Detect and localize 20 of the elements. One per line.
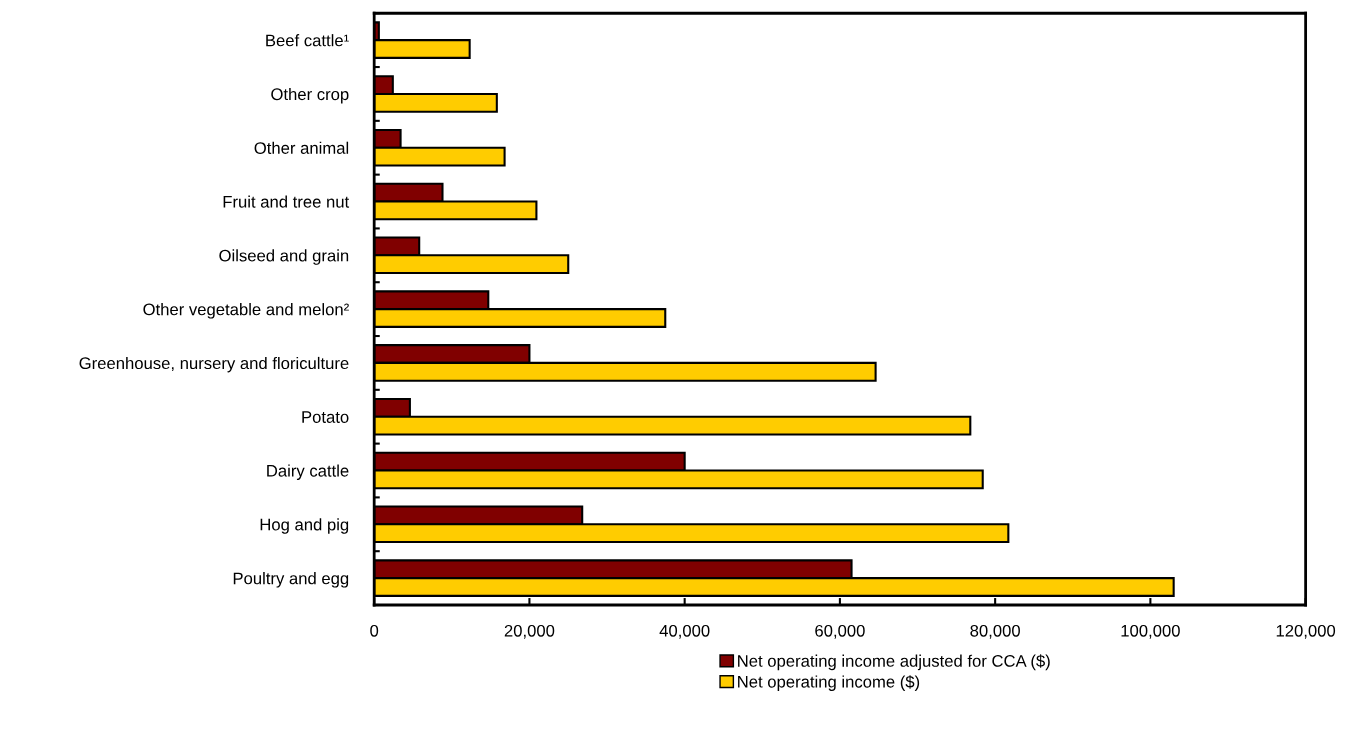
x-tick-label: 100,000 xyxy=(1121,624,1180,639)
y-tick-label: Other crop xyxy=(271,87,349,104)
y-tick-label: Other vegetable and melon² xyxy=(143,303,349,319)
y-tick-label: Other animal xyxy=(254,141,349,154)
y-tick-label: Fruit and tree nut xyxy=(223,195,350,208)
y-tick-label: Potato xyxy=(302,411,349,423)
legend-label: Net operating income adjusted for CCA ($) xyxy=(738,654,1050,671)
x-tick-label: 0 xyxy=(370,624,379,637)
y-tick-label: Beef cattle¹ xyxy=(266,34,349,47)
y-tick-label: Oilseed and grain xyxy=(219,249,349,265)
x-tick-label: 80,000 xyxy=(970,624,1020,639)
x-tick-label: 60,000 xyxy=(815,624,865,639)
x-tick-label: 40,000 xyxy=(659,624,710,639)
y-tick-label: Greenhouse, nursery and floriculture xyxy=(79,356,349,373)
y-tick-label: Poultry and egg xyxy=(233,572,349,588)
x-tick-label: 20,000 xyxy=(504,624,555,639)
legend-label: Net operating income ($) xyxy=(738,675,920,691)
y-tick-label: Hog and pig xyxy=(260,518,349,534)
y-tick-label: Dairy cattle xyxy=(267,464,349,480)
x-tick-label: 120,000 xyxy=(1276,624,1336,639)
